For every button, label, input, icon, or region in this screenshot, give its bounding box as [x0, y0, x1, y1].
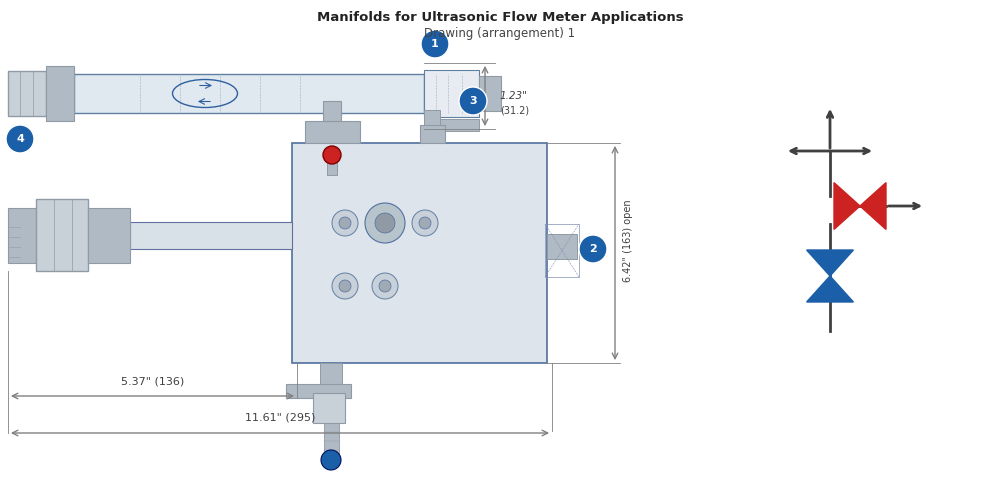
Bar	[286, 384, 351, 398]
Circle shape	[459, 87, 487, 115]
Bar	[305, 121, 360, 143]
Bar	[36, 199, 88, 271]
Circle shape	[332, 273, 358, 299]
Bar	[327, 153, 337, 175]
Text: 4: 4	[16, 134, 24, 144]
Polygon shape	[807, 276, 853, 302]
Text: Manifolds for Ultrasonic Flow Meter Applications: Manifolds for Ultrasonic Flow Meter Appl…	[317, 11, 683, 24]
Text: 2: 2	[589, 244, 597, 254]
Circle shape	[412, 210, 438, 236]
Bar	[323, 101, 341, 121]
Bar	[545, 224, 579, 277]
Circle shape	[372, 210, 398, 236]
Bar	[424, 70, 479, 117]
Text: Drawing (arrangement) 1: Drawing (arrangement) 1	[424, 27, 576, 40]
Circle shape	[6, 125, 34, 153]
Circle shape	[379, 280, 391, 292]
Text: 1: 1	[431, 39, 439, 49]
Circle shape	[419, 217, 431, 229]
Bar	[46, 66, 74, 121]
Text: 11.61" (295): 11.61" (295)	[245, 413, 315, 423]
Bar	[320, 363, 342, 396]
Bar	[130, 222, 292, 249]
Circle shape	[372, 273, 398, 299]
Circle shape	[323, 146, 341, 164]
Text: 3: 3	[469, 96, 477, 106]
Bar	[8, 71, 46, 116]
Bar	[324, 421, 339, 453]
Text: 6.42" (163) open: 6.42" (163) open	[623, 200, 633, 282]
Bar	[313, 393, 345, 423]
Bar	[292, 143, 547, 363]
Circle shape	[579, 235, 607, 263]
Polygon shape	[834, 182, 860, 229]
Bar	[547, 234, 577, 259]
Circle shape	[321, 450, 341, 470]
Circle shape	[421, 30, 449, 58]
Bar	[424, 119, 479, 131]
Circle shape	[365, 203, 405, 243]
Circle shape	[332, 210, 358, 236]
Circle shape	[375, 213, 395, 233]
Polygon shape	[807, 250, 853, 276]
Polygon shape	[860, 182, 886, 229]
Bar	[420, 125, 445, 143]
Text: (31.2): (31.2)	[500, 105, 529, 115]
Text: 5.37" (136): 5.37" (136)	[121, 376, 184, 386]
Bar	[479, 76, 501, 111]
Circle shape	[339, 217, 351, 229]
Bar	[8, 208, 36, 263]
Bar	[74, 74, 424, 113]
Circle shape	[339, 280, 351, 292]
Text: 1.23": 1.23"	[500, 91, 528, 101]
Bar	[88, 208, 130, 263]
Bar	[424, 110, 440, 125]
Circle shape	[379, 217, 391, 229]
